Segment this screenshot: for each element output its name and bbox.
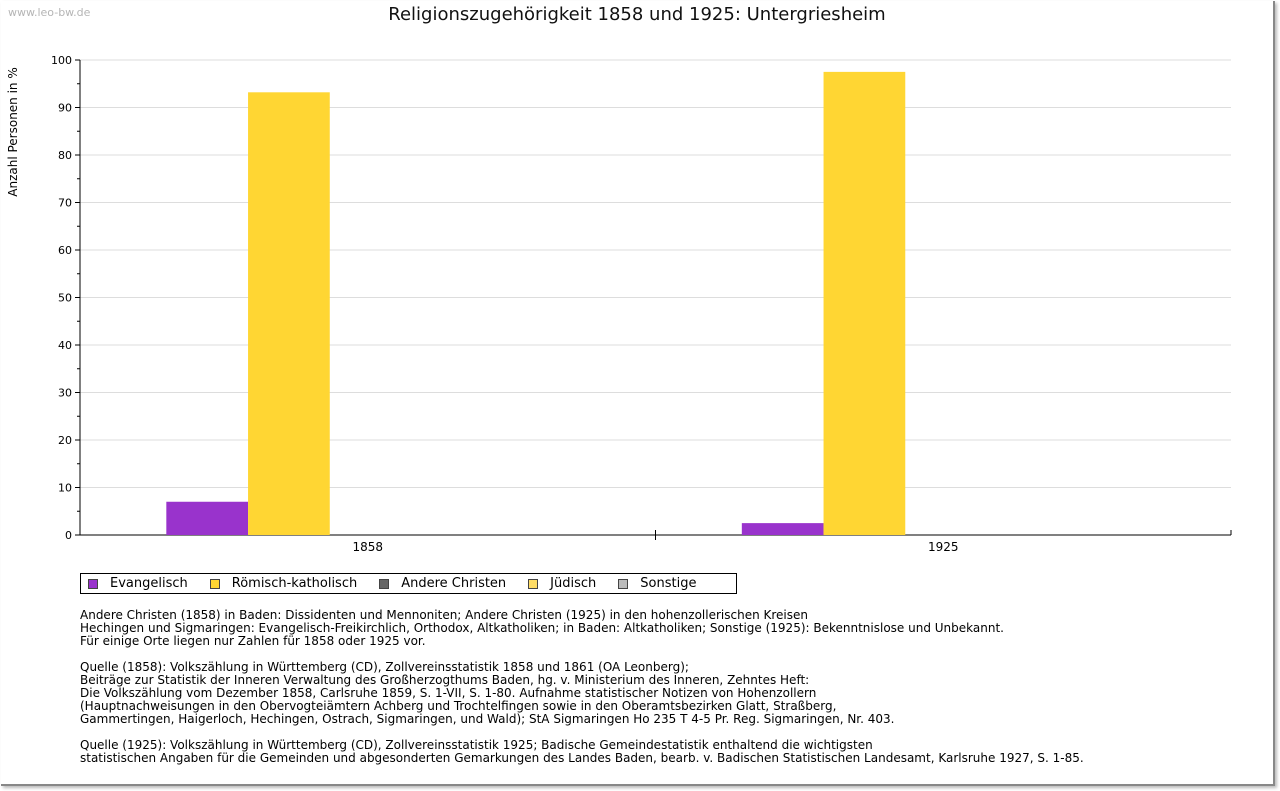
- note-line: Gammertingen, Haigerloch, Hechingen, Ost…: [80, 712, 895, 726]
- y-tick-label: 10: [58, 482, 72, 495]
- y-tick-label: 20: [58, 434, 72, 447]
- legend-label: Evangelisch: [110, 576, 188, 591]
- legend-item: Andere Christen: [379, 576, 506, 591]
- legend-swatch: [618, 578, 629, 589]
- legend-label: Andere Christen: [401, 576, 507, 591]
- legend-swatch: [379, 578, 390, 589]
- y-axis-label: Anzahl Personen in %: [6, 67, 20, 197]
- y-tick-label: 70: [58, 197, 72, 210]
- bar-chart: 0 10 20 30 40 50 60 70 80 90 100 Anzahl Personen in…: [6, 54, 1232, 554]
- watermark: www.leo-bw.de: [8, 6, 91, 19]
- note-line: Hechingen und Sigmaringen: Evangelisch-F…: [80, 621, 1004, 635]
- legend-item: Jüdisch: [528, 576, 596, 591]
- bar: [166, 501, 249, 535]
- note-line: Für einige Orte liegen nur Zahlen für 18…: [80, 634, 426, 648]
- x-tick-label: 1925: [928, 540, 959, 554]
- note-block: Quelle (1858): Volkszählung in Württembe…: [80, 661, 1260, 726]
- note-line: Beiträge zur Statistik der Inneren Verwa…: [80, 673, 810, 687]
- legend-swatch: [88, 578, 98, 589]
- note-line: (Hauptnachweisungen in den Obervogteiämt…: [80, 699, 837, 713]
- y-tick-label: 90: [58, 102, 72, 115]
- note-line: Die Volkszählung vom Dezember 1858, Carl…: [80, 686, 817, 700]
- note-line: Quelle (1925): Volkszählung in Württembe…: [80, 738, 873, 752]
- bar: [741, 523, 824, 535]
- bar: [248, 92, 330, 536]
- legend-item: Römisch-katholisch: [209, 576, 358, 591]
- chart-title: Religionszugehörigkeit 1858 und 1925: Un…: [388, 4, 886, 25]
- legend-label: Römisch-katholisch: [231, 576, 358, 591]
- y-tick-label: 100: [51, 54, 72, 67]
- bar: [823, 71, 906, 535]
- y-tick-label: 60: [58, 244, 72, 257]
- note-line: Quelle (1858): Volkszählung in Württembe…: [80, 660, 689, 674]
- legend-item: Evangelisch: [88, 576, 188, 591]
- legend: Evangelisch Römisch-katholisch Andere Chri…: [80, 573, 737, 594]
- legend-item: Sonstige: [618, 576, 696, 591]
- y-tick-label: 0: [65, 529, 72, 542]
- note-line: Andere Christen (1858) in Baden: Disside…: [80, 608, 808, 622]
- legend-swatch: [209, 578, 220, 589]
- note-block: Andere Christen (1858) in Baden: Disside…: [80, 609, 1260, 648]
- footnotes: Andere Christen (1858) in Baden: Disside…: [80, 609, 1260, 778]
- note-block: Quelle (1925): Volkszählung in Württembe…: [80, 739, 1260, 765]
- x-tick-label: 1858: [352, 540, 383, 554]
- y-tick-label: 30: [58, 387, 72, 400]
- legend-label: Jüdisch: [550, 576, 597, 591]
- y-tick-label: 80: [58, 149, 72, 162]
- note-line: statistischen Angaben für die Gemeinden …: [80, 751, 1084, 765]
- legend-label: Sonstige: [640, 576, 697, 591]
- y-tick-label: 50: [58, 292, 72, 305]
- y-tick-label: 40: [58, 339, 72, 352]
- legend-swatch: [528, 578, 539, 589]
